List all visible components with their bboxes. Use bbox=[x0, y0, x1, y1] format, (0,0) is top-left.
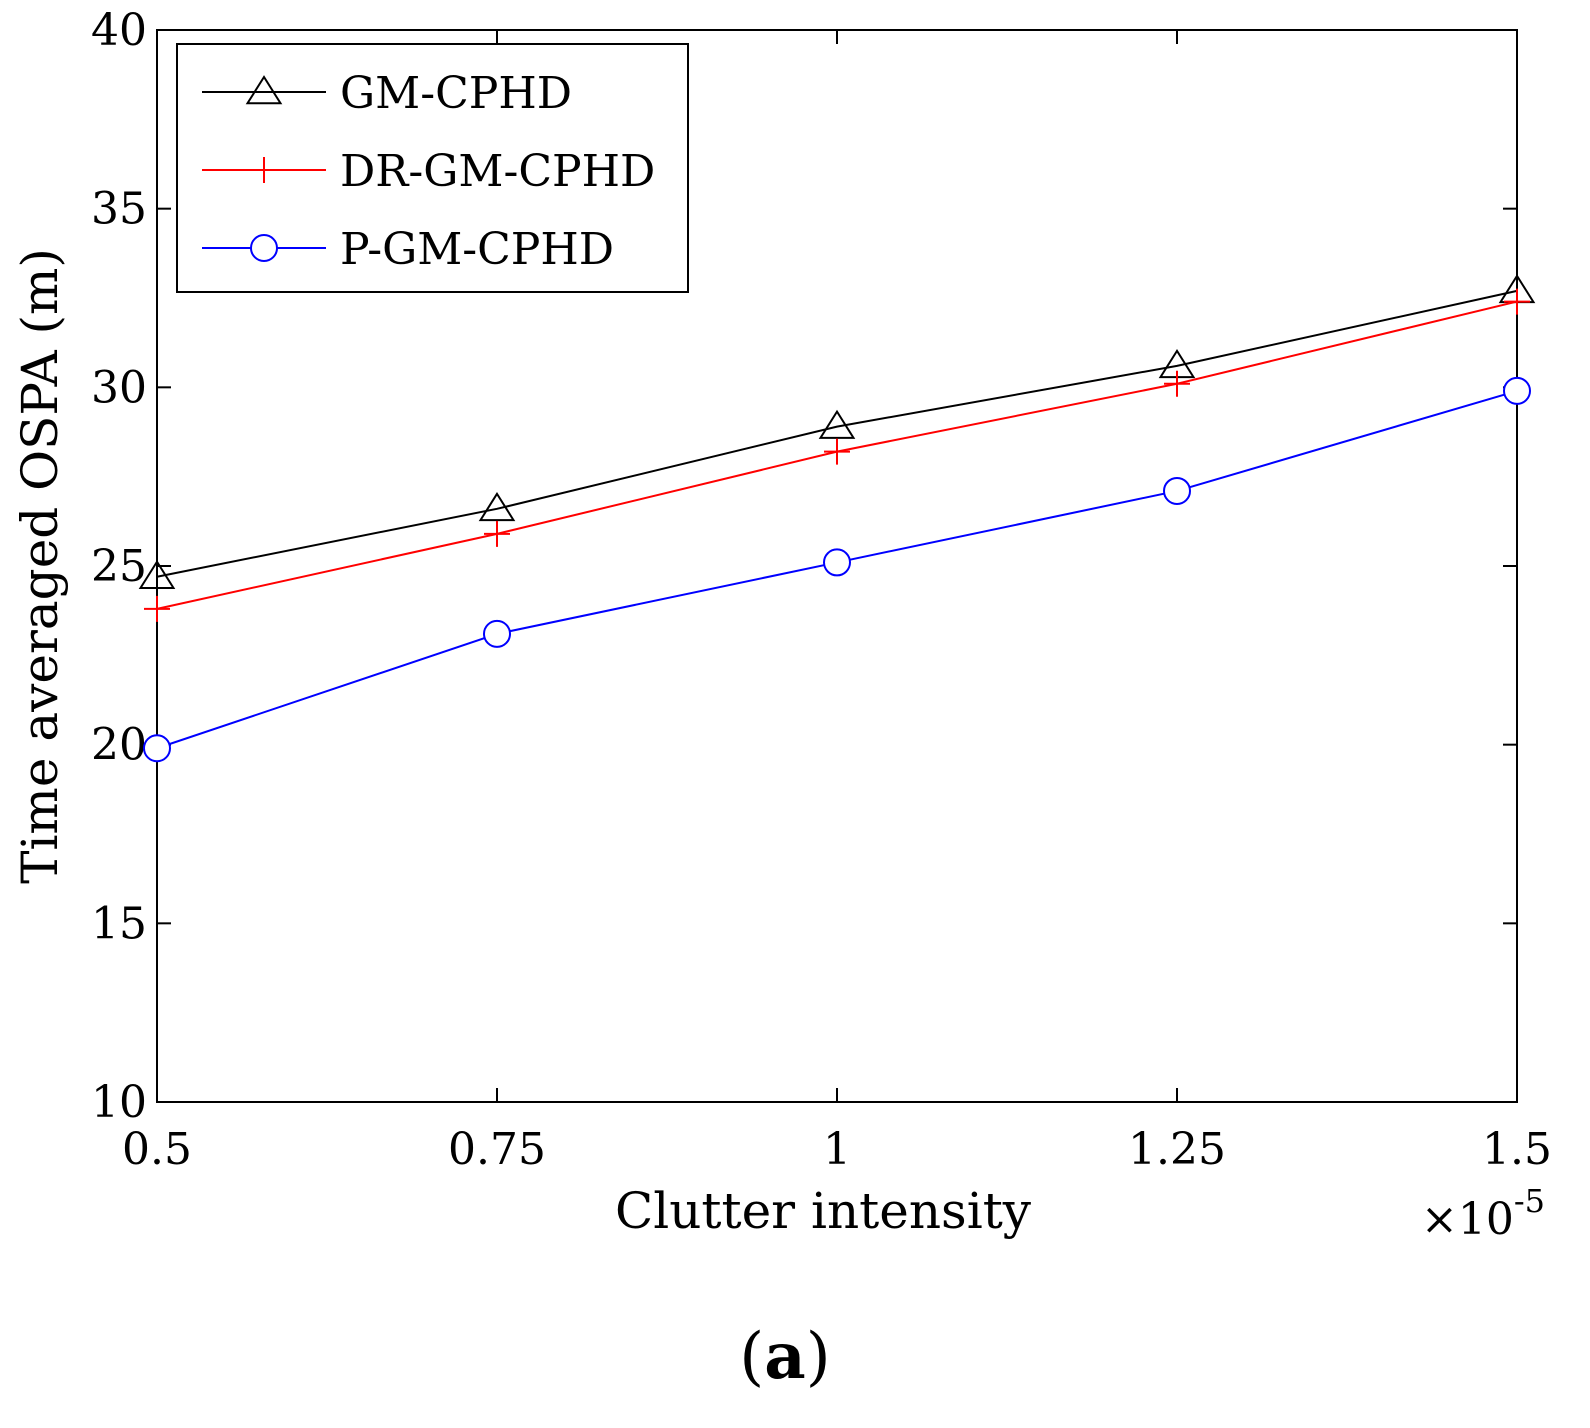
x-tick-label: 1 bbox=[823, 1124, 851, 1175]
legend-marker-gm-cphd bbox=[245, 75, 283, 105]
data-point-dr-gm-cphd bbox=[1164, 370, 1190, 397]
panel-label-open: ( bbox=[739, 1320, 764, 1394]
x-tick-label: 0.75 bbox=[448, 1124, 546, 1175]
legend-marker-p-gm-cphd bbox=[250, 234, 278, 262]
data-point-p-gm-cphd bbox=[823, 548, 851, 577]
series-line-gm-cphd bbox=[156, 289, 1518, 578]
data-point-dr-gm-cphd bbox=[824, 438, 850, 465]
x-tick-label: 1.25 bbox=[1128, 1124, 1226, 1175]
panel-label-close: ) bbox=[806, 1320, 831, 1394]
y-tick-label: 10 bbox=[91, 1077, 147, 1128]
legend-entry-p-gm-cphd: P-GM-CPHD bbox=[202, 224, 614, 275]
series-dr-gm-cphd bbox=[144, 288, 1530, 622]
data-point-gm-cphd bbox=[138, 559, 176, 589]
x-axis-multiplier-exponent: -5 bbox=[1514, 1182, 1545, 1220]
y-axis-label: Time averaged OSPA (m) bbox=[11, 248, 69, 884]
data-point-gm-cphd bbox=[818, 409, 856, 439]
legend-entry-dr-gm-cphd: DR-GM-CPHD bbox=[202, 146, 655, 197]
y-tick-label: 20 bbox=[91, 720, 147, 771]
series-gm-cphd bbox=[138, 273, 1536, 589]
legend: GM-CPHD DR-GM-CPHD P-GM-CPHD bbox=[176, 43, 689, 293]
data-point-gm-cphd bbox=[478, 491, 516, 522]
x-axis-multiplier-base: ×10 bbox=[1421, 1194, 1514, 1245]
data-point-dr-gm-cphd bbox=[144, 595, 170, 622]
y-tick-label: 15 bbox=[91, 898, 147, 949]
axis-tick-labels: 0.5 0.75 1 1.25 1.5 10 15 20 25 30 35 40 bbox=[91, 5, 1552, 1175]
legend-label-dr-gm-cphd: DR-GM-CPHD bbox=[340, 146, 655, 197]
x-axis-multiplier: ×10-5 bbox=[1421, 1182, 1545, 1245]
y-tick-label: 35 bbox=[91, 184, 147, 235]
legend-entries: GM-CPHD DR-GM-CPHD P-GM-CPHD bbox=[202, 68, 655, 275]
data-point-p-gm-cphd bbox=[483, 619, 511, 648]
y-tick-label: 30 bbox=[91, 362, 147, 413]
x-tick-label: 1.5 bbox=[1482, 1124, 1552, 1175]
panel-label: (a) bbox=[739, 1319, 830, 1394]
data-point-p-gm-cphd bbox=[1163, 476, 1191, 505]
data-point-dr-gm-cphd bbox=[1504, 288, 1530, 315]
y-tick-label: 25 bbox=[91, 541, 147, 592]
y-tick-label: 40 bbox=[91, 5, 147, 56]
legend-label-p-gm-cphd: P-GM-CPHD bbox=[340, 224, 614, 275]
legend-marker-dr-gm-cphd bbox=[251, 157, 277, 183]
series-p-gm-cphd bbox=[143, 376, 1531, 763]
data-point-dr-gm-cphd bbox=[484, 520, 510, 547]
panel-label-letter: a bbox=[764, 1319, 805, 1394]
x-axis-label: Clutter intensity bbox=[615, 1182, 1032, 1240]
data-point-p-gm-cphd bbox=[1503, 376, 1531, 405]
data-point-p-gm-cphd bbox=[143, 734, 171, 763]
series-layer bbox=[138, 273, 1536, 763]
legend-entry-gm-cphd: GM-CPHD bbox=[202, 68, 572, 119]
x-tick-label: 0.5 bbox=[122, 1124, 192, 1175]
legend-label-gm-cphd: GM-CPHD bbox=[340, 68, 572, 119]
